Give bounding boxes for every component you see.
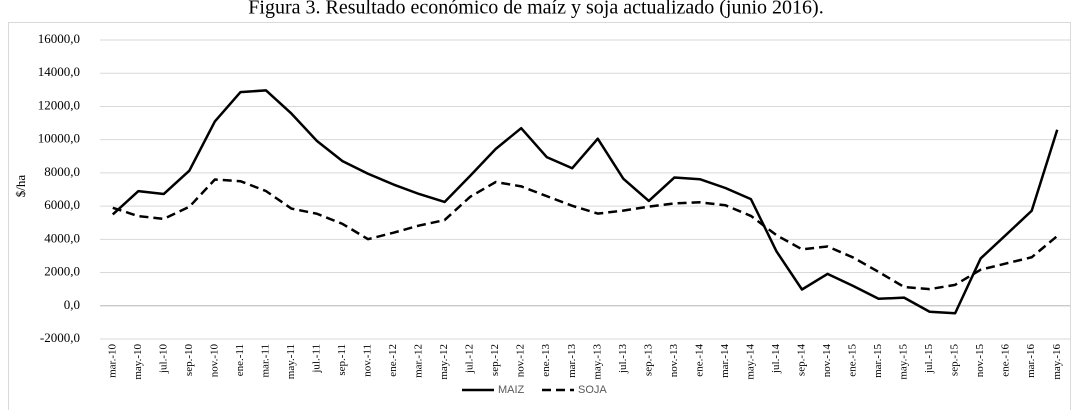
x-tick-label: sep.-14 [796, 344, 808, 377]
series-line [111, 89, 1059, 315]
y-tick-label: 6000,0 [44, 197, 80, 212]
x-tick-label: mar.-15 [872, 344, 884, 378]
x-tick-label: nov.-12 [515, 344, 527, 377]
x-tick-label: sep.-15 [949, 344, 961, 377]
y-tick-label: 12000,0 [38, 97, 80, 112]
x-tick-label: ene.-14 [693, 344, 705, 377]
x-tick-label: sep.-11 [336, 344, 348, 376]
x-tick-label: ene.-13 [540, 344, 552, 377]
legend-label: MAIZ [498, 384, 525, 396]
chart-title: Figura 3. Resultado económico de maíz y … [248, 0, 823, 19]
y-tick-label: 8000,0 [44, 164, 80, 179]
x-tick-label: nov.-14 [821, 344, 833, 378]
x-tick-label: may.-14 [744, 344, 756, 380]
y-tick-label: 2000,0 [44, 264, 80, 279]
x-tick-label: nov.-15 [974, 344, 986, 378]
x-tick-label: may.-10 [132, 344, 144, 380]
x-tick-label: jul.-10 [157, 344, 169, 375]
x-tick-label: jul.-12 [464, 344, 476, 374]
legend-label: SOJA [578, 384, 607, 396]
x-tick-label: jul.-15 [923, 344, 935, 375]
x-tick-label: mar.-10 [106, 344, 118, 378]
x-tick-label: mar.-14 [719, 344, 731, 378]
x-tick-label: sep.-12 [489, 344, 501, 376]
x-tick-label: mar.-11 [259, 344, 271, 378]
series-line [112, 178, 1059, 291]
x-tick-label: nov.-13 [668, 344, 680, 378]
x-tick-label: ene.-11 [234, 344, 246, 376]
x-tick-label: jul.-14 [770, 344, 782, 375]
x-tick-label: nov.-11 [362, 344, 374, 377]
y-tick-label: 10000,0 [38, 131, 80, 146]
x-tick-label: mar.-13 [566, 344, 578, 378]
x-tick-label: ene.-16 [1000, 344, 1012, 377]
x-tick-label: may.-15 [898, 344, 910, 380]
x-tick-label: may.-16 [1051, 344, 1063, 380]
x-tick-label: may.-11 [285, 344, 297, 379]
x-tick-label: mar.-12 [413, 344, 425, 378]
chart-border [8, 22, 1071, 410]
y-tick-label: 14000,0 [38, 64, 80, 79]
y-tick-label: 0,0 [64, 297, 80, 312]
x-tick-label: mar.-16 [1025, 344, 1037, 378]
x-tick-label: nov.-10 [208, 344, 220, 378]
x-tick-label: may.-13 [591, 344, 603, 380]
y-axis-label: $/ha [13, 175, 28, 198]
x-tick-label: sep.-10 [183, 344, 195, 377]
x-tick-label: sep.-13 [642, 344, 654, 377]
x-tick-label: may.-12 [438, 344, 450, 380]
y-tick-label: 4000,0 [44, 230, 80, 245]
x-tick-label: ene.-12 [387, 344, 399, 377]
x-tick-label: jul.-11 [311, 344, 323, 374]
y-tick-label: 16000,0 [38, 31, 80, 46]
x-tick-label: ene.-15 [847, 344, 859, 377]
y-tick-label: -2000,0 [40, 330, 80, 345]
x-tick-label: jul.-13 [617, 344, 629, 375]
